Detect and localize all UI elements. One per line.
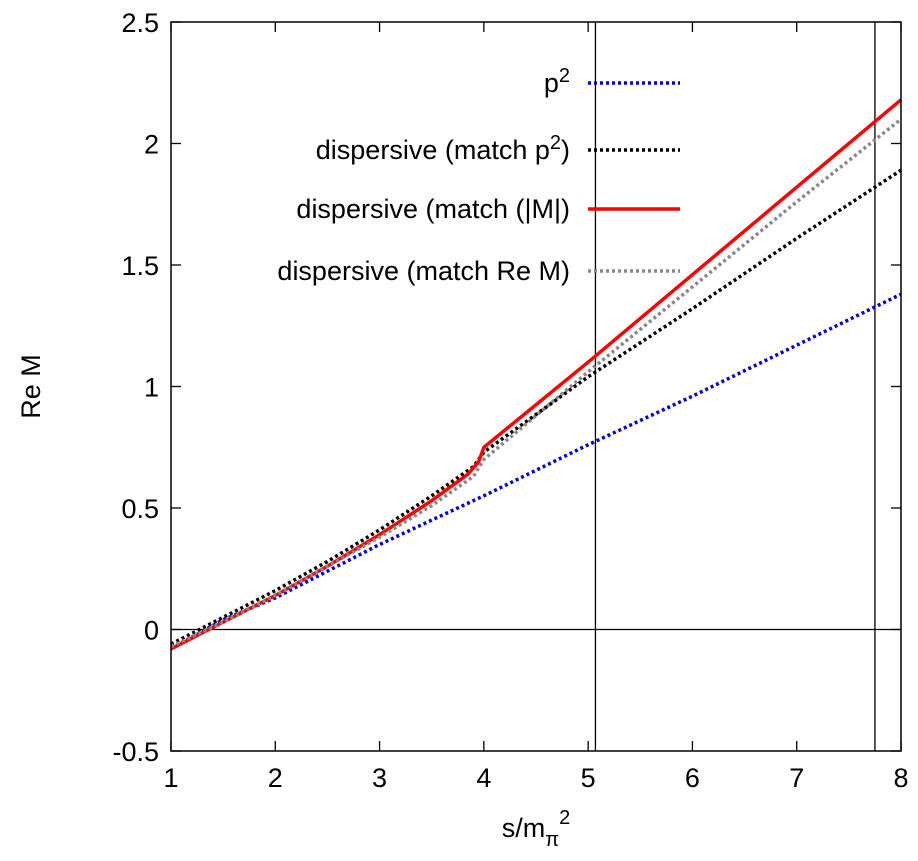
plot-frame xyxy=(170,21,902,752)
legend-label-4: dispersive (match Re M) xyxy=(277,256,570,286)
series-line-3 xyxy=(170,98,903,651)
y-tick-label: 2 xyxy=(144,130,159,160)
x-tick-label: 7 xyxy=(789,763,804,793)
x-axis-title-sub: π xyxy=(545,829,559,851)
x-tick-label: 4 xyxy=(476,763,491,793)
series-line-4 xyxy=(170,117,903,649)
y-tick-label: -0.5 xyxy=(112,737,159,767)
y-tick-label: 1 xyxy=(144,373,159,403)
x-axis-title: s/mπ2 xyxy=(502,807,570,851)
y-axis-title: Re M xyxy=(16,354,46,419)
x-tick-label: 8 xyxy=(893,763,908,793)
axis-ticks xyxy=(170,21,902,752)
x-axis-title-sup: 2 xyxy=(559,807,570,829)
series-line-1 xyxy=(170,292,902,651)
x-tick-label: 3 xyxy=(372,763,387,793)
axis-tick-labels: 1 2 3 4 5 6 7 8 -0.5 0 0.5 1 1.5 2 2.5 xyxy=(112,8,908,793)
y-tick-label: 0.5 xyxy=(121,494,159,524)
y-tick-label: 1.5 xyxy=(121,251,159,281)
x-axis-title-base: s/m xyxy=(502,813,546,843)
x-tick-label: 6 xyxy=(685,763,700,793)
series-line-2 xyxy=(170,168,902,646)
x-tick-label: 5 xyxy=(581,763,596,793)
y-tick-label: 2.5 xyxy=(121,8,159,38)
x-tick-label: 2 xyxy=(268,763,283,793)
legend-label-2: dispersive (match p2) xyxy=(316,132,570,165)
legend-label-3: dispersive (match (|M|) xyxy=(296,194,570,224)
y-tick-label: 0 xyxy=(144,616,159,646)
legend: p2 dispersive (match p2) dispersive (match… xyxy=(277,65,680,286)
reference-lines xyxy=(171,22,901,751)
legend-label-1: p2 xyxy=(544,65,570,98)
x-tick-label: 1 xyxy=(163,763,178,793)
series-layer xyxy=(170,98,903,651)
